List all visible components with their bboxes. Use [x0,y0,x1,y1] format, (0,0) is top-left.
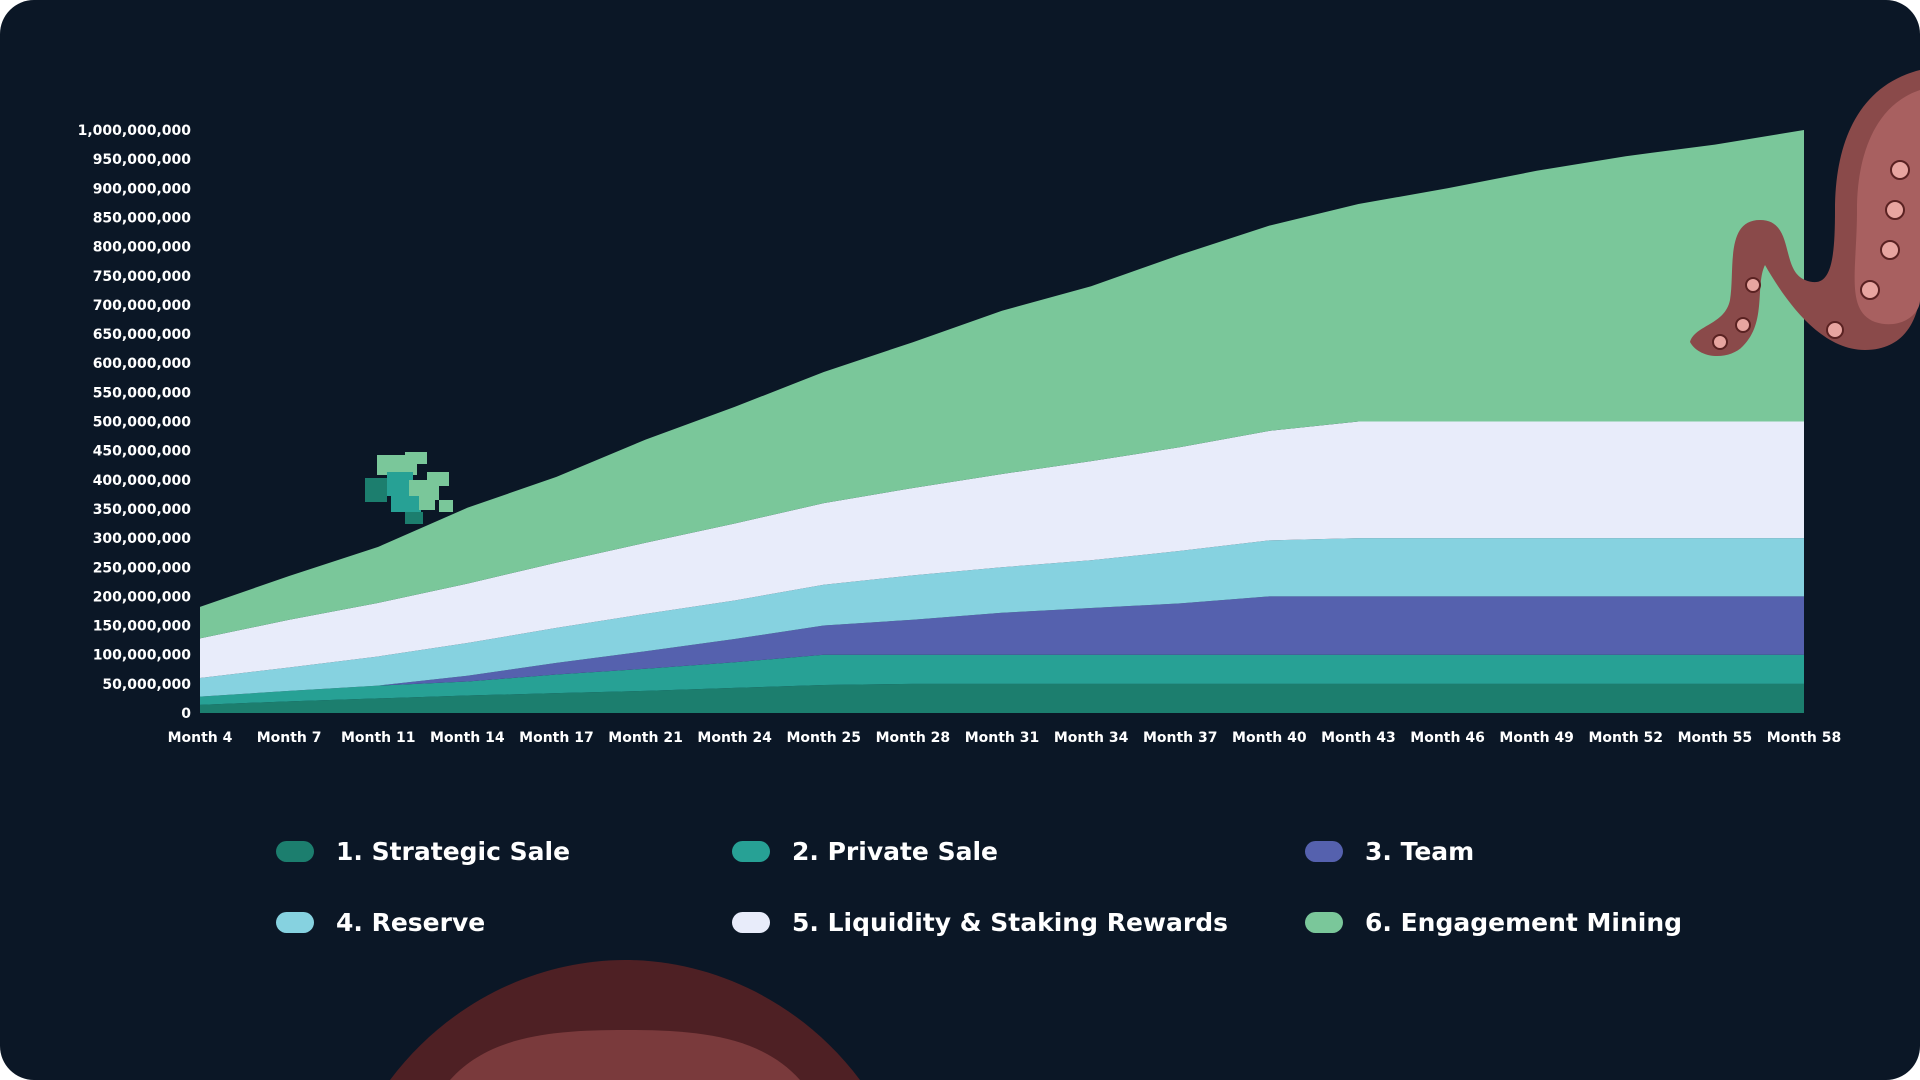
legend-item: 6. Engagement Mining [1305,902,1682,942]
x-tick-label: Month 37 [1143,730,1218,746]
x-tick-label: Month 46 [1410,730,1485,746]
x-tick-label: Month 34 [1054,730,1129,746]
x-tick-label: Month 43 [1321,730,1396,746]
y-tick-label: 700,000,000 [93,298,192,314]
y-tick-label: 800,000,000 [93,240,192,256]
y-tick-label: 450,000,000 [93,444,192,460]
y-tick-label: 600,000,000 [93,356,192,372]
y-tick-label: 750,000,000 [93,269,192,285]
x-tick-label: Month 49 [1499,730,1574,746]
x-tick-label: Month 24 [697,730,772,746]
legend-label: 4. Reserve [336,907,486,937]
legend-item: 5. Liquidity & Staking Rewards [732,902,1228,942]
x-tick-label: Month 28 [876,730,951,746]
x-tick-label: Month 58 [1767,730,1842,746]
y-tick-label: 500,000,000 [93,415,192,431]
legend-label: 2. Private Sale [792,836,998,866]
legend-item: 4. Reserve [276,902,485,942]
legend-label: 1. Strategic Sale [336,836,571,866]
y-tick-label: 950,000,000 [93,152,192,168]
y-tick-label: 200,000,000 [93,589,192,605]
area-layers [200,130,1804,713]
legend-swatch [276,911,314,933]
y-tick-label: 150,000,000 [93,619,192,635]
pixel-leaf-decoration [365,452,453,524]
y-tick-label: 250,000,000 [93,560,192,576]
tentacle-decoration [1690,70,1920,357]
y-tick-label: 0 [181,706,191,722]
area-series-3 [200,596,1804,697]
legend-label: 5. Liquidity & Staking Rewards [792,907,1228,937]
y-axis: 0 50,000,000 100,000,000 150,000,000 200,000… [78,123,192,722]
area-series-6 [200,130,1804,639]
legend-label: 6. Engagement Mining [1365,907,1683,937]
y-tick-label: 300,000,000 [93,531,192,547]
x-tick-label: Month 25 [787,730,862,746]
legend-swatch [732,911,770,933]
x-tick-label: Month 4 [168,730,233,746]
blob-decoration [390,960,860,1080]
legend-swatch [732,840,770,862]
x-tick-label: Month 14 [430,730,505,746]
legend-item: 2. Private Sale [732,831,998,871]
y-tick-label: 350,000,000 [93,502,192,518]
y-tick-label: 400,000,000 [93,473,192,489]
area-series-1 [200,683,1804,713]
y-tick-label: 1,000,000,000 [78,123,192,139]
area-series-4 [200,538,1804,697]
legend-swatch [1305,840,1343,862]
legend-item: 3. Team [1305,831,1474,871]
area-series-5 [200,421,1804,679]
legend-swatch [1305,911,1343,933]
legend-swatch [276,840,314,862]
y-tick-label: 550,000,000 [93,385,192,401]
x-tick-label: Month 7 [257,730,322,746]
legend-item: 1. Strategic Sale [276,831,570,871]
y-tick-label: 850,000,000 [93,210,192,226]
y-tick-label: 650,000,000 [93,327,192,343]
x-tick-label: Month 52 [1589,730,1664,746]
x-tick-label: Month 11 [341,730,416,746]
x-tick-label: Month 55 [1678,730,1753,746]
y-tick-label: 100,000,000 [93,648,192,664]
legend-label: 3. Team [1365,836,1475,866]
y-tick-label: 50,000,000 [102,677,191,693]
x-axis: Month 4 Month 7 Month 11 Month 14 Month 17 Mo… [168,730,1842,746]
x-tick-label: Month 21 [608,730,683,746]
x-tick-label: Month 17 [519,730,594,746]
x-tick-label: Month 31 [965,730,1040,746]
y-tick-label: 900,000,000 [93,181,192,197]
x-tick-label: Month 40 [1232,730,1307,746]
area-series-2 [200,654,1804,705]
